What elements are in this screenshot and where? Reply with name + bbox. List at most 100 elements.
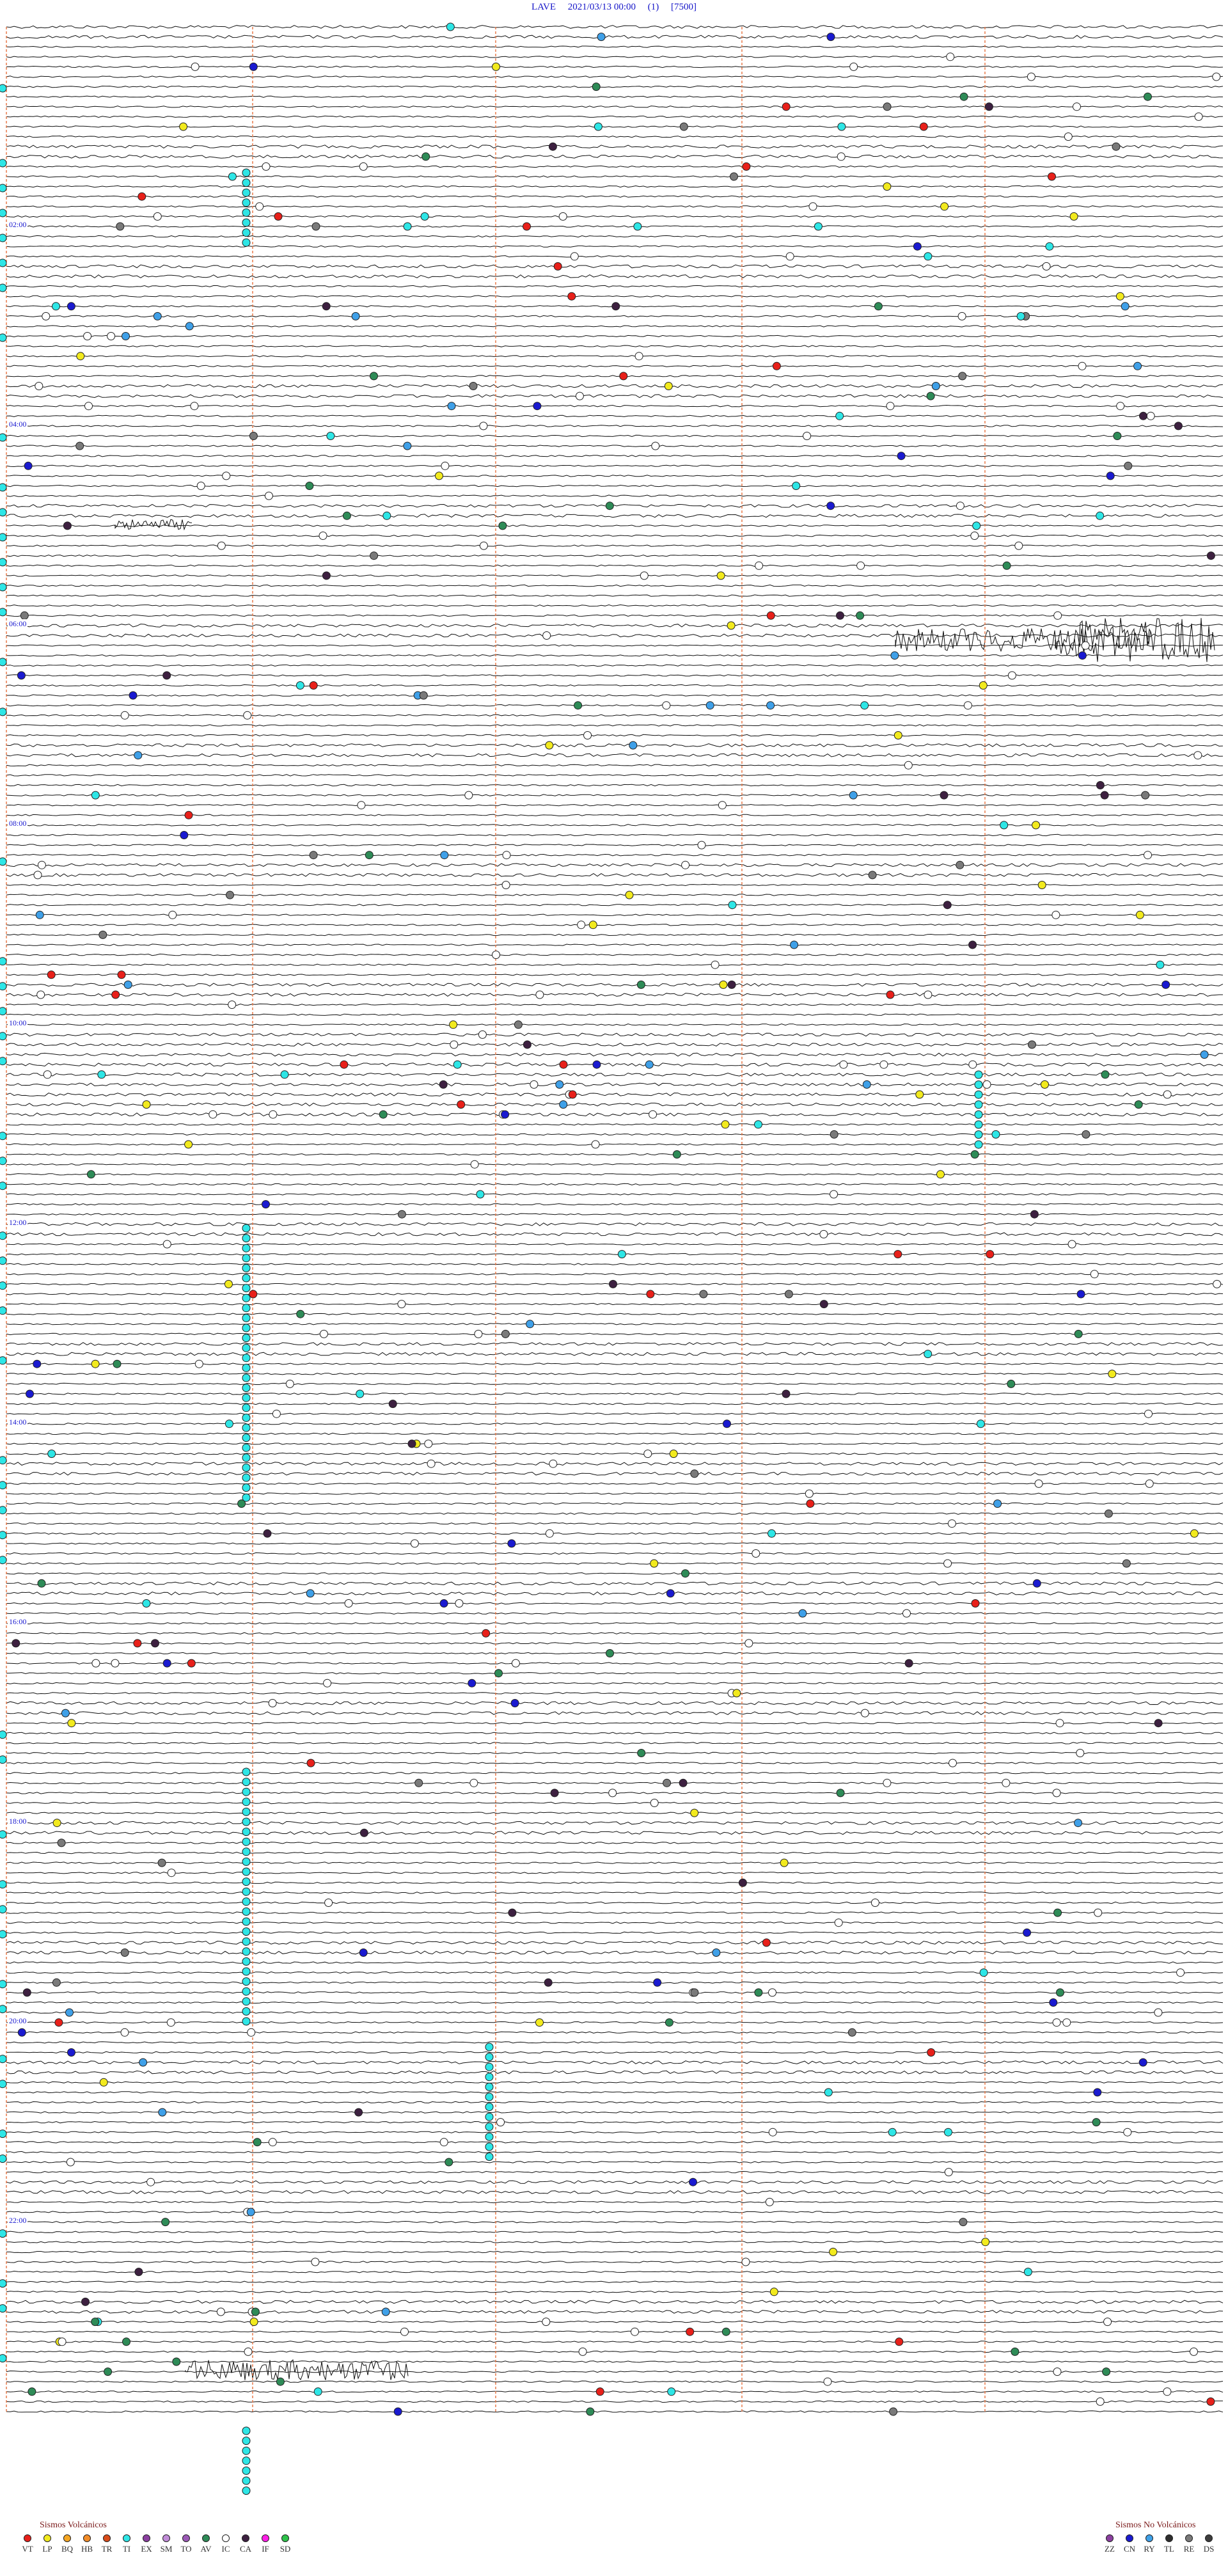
event-marker-ti — [242, 178, 251, 187]
event-marker — [766, 611, 775, 620]
event-marker — [263, 1529, 272, 1538]
event-marker — [523, 1040, 531, 1049]
event-marker — [139, 2058, 148, 2067]
event-marker — [439, 1599, 448, 1608]
event-marker — [470, 1160, 479, 1169]
event-marker-ti — [242, 1284, 251, 1293]
event-marker-ti — [485, 2142, 494, 2151]
event-marker — [388, 1400, 397, 1409]
event-marker — [814, 222, 823, 231]
trace-line — [6, 1203, 1224, 1206]
trace-line — [6, 774, 1224, 777]
event-marker — [893, 731, 902, 739]
event-marker — [403, 441, 412, 450]
event-marker — [237, 1499, 246, 1508]
legend-nonvolcanic-title: Sismos No Volcánicos — [1115, 2520, 1196, 2530]
event-marker-ti — [242, 1798, 251, 1806]
trace-line — [6, 35, 1224, 39]
event-marker — [617, 1250, 626, 1259]
event-marker — [629, 741, 638, 750]
trace-line — [6, 963, 1224, 966]
page-title: LAVE 2021/03/13 00:00 (1) [7500] — [0, 0, 1228, 14]
event-marker — [365, 851, 374, 860]
event-marker — [1134, 1100, 1143, 1109]
event-marker — [67, 302, 75, 311]
trace-line — [6, 694, 1224, 697]
event-marker — [469, 1778, 478, 1787]
event-marker — [357, 801, 366, 810]
trace-line — [6, 185, 1224, 188]
event-marker — [91, 2318, 100, 2327]
event-marker — [351, 312, 360, 320]
trace-line — [6, 525, 1224, 527]
event-marker — [129, 691, 138, 700]
event-marker — [57, 1838, 66, 1847]
event-marker — [187, 1659, 196, 1668]
event-marker — [971, 1599, 980, 1608]
event-marker — [883, 182, 892, 191]
event-marker — [1122, 1559, 1131, 1568]
event-marker — [959, 92, 968, 101]
legend-item-zz: ZZ — [1100, 2534, 1119, 2554]
event-marker-ti — [485, 2053, 494, 2062]
trace-line — [6, 2190, 1224, 2194]
event-marker — [567, 292, 576, 301]
legend-code: AV — [200, 2544, 212, 2554]
event-marker — [61, 1709, 70, 1718]
event-marker — [979, 681, 988, 690]
event-marker-ti — [242, 218, 251, 227]
trace-line — [6, 175, 1224, 178]
legend-code: IF — [262, 2544, 269, 2554]
event-marker — [550, 1789, 559, 1798]
event-marker-edge — [0, 1256, 7, 1265]
event-marker — [196, 482, 205, 490]
event-marker-edge — [0, 2304, 7, 2313]
event-marker — [631, 2327, 639, 2336]
event-marker — [741, 2257, 750, 2266]
event-marker — [12, 1639, 20, 1648]
event-marker — [1053, 1908, 1062, 1917]
trace-line — [6, 623, 1224, 628]
event-marker — [306, 1589, 315, 1598]
event-marker — [26, 1389, 34, 1398]
event-marker — [883, 102, 892, 111]
event-marker — [1163, 2387, 1172, 2396]
trace-line — [6, 1003, 1224, 1006]
trace-line — [6, 1711, 1224, 1716]
event-marker — [578, 2347, 587, 2356]
trace-line — [6, 2101, 1224, 2104]
trace-line — [6, 375, 1224, 377]
event-marker — [762, 1938, 771, 1947]
trace-line — [6, 734, 1224, 737]
event-marker-edge — [0, 2279, 7, 2288]
legend-dot — [222, 2534, 230, 2542]
event-marker — [637, 1749, 646, 1757]
event-marker — [1053, 611, 1062, 620]
event-marker — [862, 1080, 871, 1089]
event-marker — [1011, 2347, 1019, 2356]
trace-line — [6, 1751, 1224, 1755]
event-marker — [666, 1589, 675, 1598]
trace-line — [6, 614, 1224, 617]
event-marker — [1090, 1270, 1099, 1279]
trace-line — [6, 404, 1224, 407]
event-marker — [545, 1529, 554, 1538]
trace-line — [6, 2131, 1224, 2133]
event-marker — [67, 2048, 75, 2057]
event-marker — [326, 432, 335, 440]
event-marker — [970, 532, 979, 540]
event-marker — [847, 2028, 856, 2037]
trace-line — [6, 2250, 1224, 2254]
event-marker-ti — [242, 2017, 251, 2026]
trace-burst — [114, 519, 193, 531]
event-marker — [153, 312, 162, 320]
event-marker — [769, 2288, 778, 2296]
event-marker — [157, 1858, 166, 1867]
event-marker — [379, 1110, 388, 1119]
legend-dot — [83, 2534, 91, 2542]
event-marker — [323, 1679, 332, 1687]
event-marker-edge — [0, 1930, 7, 1939]
event-marker — [190, 402, 199, 411]
event-marker — [819, 1229, 828, 1238]
trace-line — [6, 345, 1224, 347]
